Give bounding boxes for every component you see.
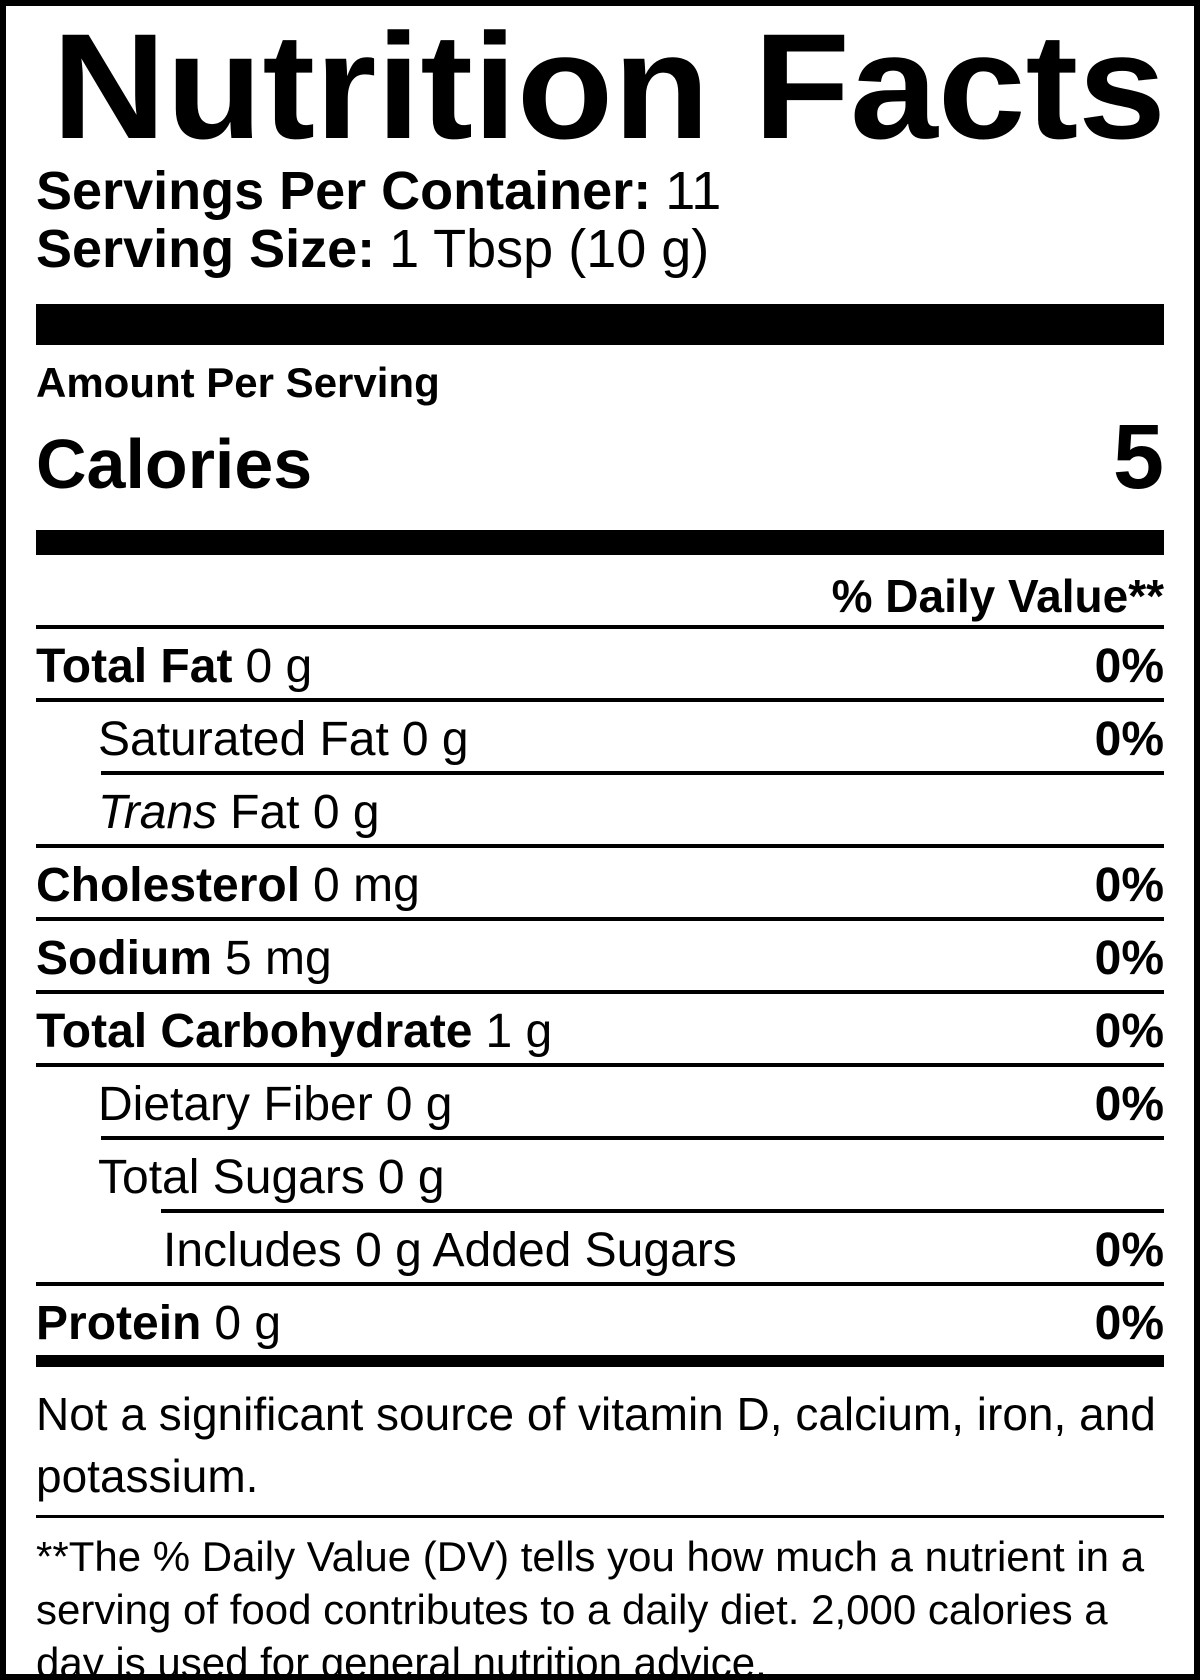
nutrient-dv: 0% [1094,859,1164,912]
nutrient-amount: Fat 0 g [230,786,380,839]
servings-per-container-label: Servings Per Container: [36,161,652,221]
nutrient-dv: 0% [1094,1297,1164,1350]
thick-divider-top [36,304,1164,345]
nutrient-dv: 0% [1094,1005,1164,1058]
serving-size-value: 1 Tbsp (10 g) [389,219,710,279]
nutrient-name-text: Total Sugars [98,1151,365,1204]
nutrient-name-text: Includes 0 g Added Sugars [163,1224,737,1277]
nutrient-dv: 0% [1094,932,1164,985]
nutrient-name: Dietary Fiber 0 g [36,1079,452,1131]
nutrient-name-text: Saturated Fat [98,713,389,766]
serving-info: Servings Per Container: 11 Serving Size: 1… [36,162,1164,278]
row-dietary-fiber: Dietary Fiber 0 g 0% [36,1067,1164,1136]
footnote-divider [36,1515,1164,1518]
nutrient-name: Total Carbohydrate 1 g [36,1006,552,1058]
servings-per-container-value: 11 [665,161,722,221]
label-title-text: Nutrition Facts [52,24,1166,148]
nutrient-amount: 0 mg [313,859,420,912]
thick-divider-bottom [36,1355,1164,1367]
calories-label: Calories [36,425,313,503]
nutrient-name: Trans Fat 0 g [36,787,380,839]
nutrient-dv: 0% [1094,1078,1164,1131]
divider [36,1282,1164,1286]
insignificant-nutrients-note: Not a significant source of vitamin D, c… [36,1388,1156,1502]
thick-divider-mid [36,530,1164,555]
nutrient-amount: 0 g [385,1078,453,1131]
nutrient-name-text: Total Carbohydrate [36,1005,473,1058]
nutrient-amount: 0 g [214,1297,282,1350]
divider [36,917,1164,921]
divider [36,698,1164,702]
divider [36,990,1164,994]
nutrient-dv: 0% [1094,713,1164,766]
serving-size-line: Serving Size: 1 Tbsp (10 g) [36,220,1164,278]
divider [101,771,1164,775]
row-cholesterol: Cholesterol 0 mg 0% [36,848,1164,917]
divider [36,1063,1164,1067]
label-title: Nutrition Facts [52,24,1166,148]
calories-value: 5 [1112,406,1164,508]
nutrient-name-text: Trans [98,786,218,839]
nutrient-dv: 0% [1094,640,1164,693]
daily-value-header: % Daily Value** [831,570,1164,622]
servings-per-container-line: Servings Per Container: 11 [36,162,1164,220]
row-total-sugars: Total Sugars 0 g [36,1140,1164,1209]
nutrient-name: Sodium 5 mg [36,933,332,985]
nutrient-name: Total Fat 0 g [36,641,312,693]
row-sodium: Sodium 5 mg 0% [36,921,1164,990]
nutrient-amount: 0 g [377,1151,445,1204]
nutrient-name: Total Sugars 0 g [36,1152,445,1204]
nutrient-name-text: Cholesterol [36,859,301,912]
nutrient-name: Saturated Fat 0 g [36,714,469,766]
nutrient-name-text: Total Fat [36,640,233,693]
nutrient-name: Cholesterol 0 mg [36,860,420,912]
daily-value-footnote: **The % Daily Value (DV) tells you how m… [36,1533,1145,1680]
row-total-carbohydrate: Total Carbohydrate 1 g 0% [36,994,1164,1063]
row-protein: Protein 0 g 0% [36,1286,1164,1355]
divider [161,1209,1164,1213]
nutrient-amount: 0 g [401,713,469,766]
nutrient-name-text: Protein [36,1297,202,1350]
nutrient-name: Protein 0 g [36,1298,281,1350]
row-added-sugars: Includes 0 g Added Sugars 0% [36,1213,1164,1282]
amount-per-serving-label: Amount Per Serving [36,359,440,406]
nutrient-amount: 0 g [245,640,313,693]
nutrient-amount: 1 g [485,1005,553,1058]
nutrient-amount: 5 mg [225,932,332,985]
row-saturated-fat: Saturated Fat 0 g 0% [36,702,1164,771]
nutrient-dv: 0% [1094,1224,1164,1277]
calories-row: Calories 5 [36,411,1164,510]
row-trans-fat: Trans Fat 0 g [36,775,1164,844]
serving-size-label: Serving Size: [36,219,376,279]
divider [101,1136,1164,1140]
divider [36,625,1164,629]
nutrient-name-text: Dietary Fiber [98,1078,373,1131]
nutrient-name: Includes 0 g Added Sugars [36,1225,737,1277]
row-total-fat: Total Fat 0 g 0% [36,629,1164,698]
nutrient-name-text: Sodium [36,932,212,985]
divider [36,844,1164,848]
